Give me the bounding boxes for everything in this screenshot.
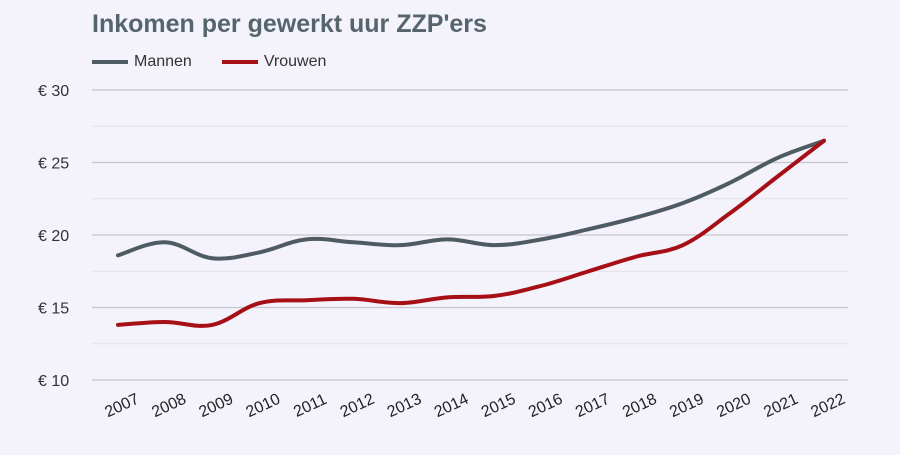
y-tick-label: € 25	[38, 156, 69, 173]
x-tick-label: 2010	[244, 391, 284, 421]
series-line-vrouwen	[116, 138, 826, 328]
y-tick-label: € 10	[38, 373, 69, 390]
legend-swatch-vrouwen	[221, 60, 258, 64]
legend-label-vrouwen: Vrouwen	[263, 53, 327, 70]
series-line-mannen	[116, 138, 826, 261]
x-tick-label: 2014	[432, 391, 472, 421]
legend-item-mannen: Mannen	[92, 53, 192, 71]
x-tick-label: 2016	[526, 391, 566, 421]
x-tick-label: 2011	[291, 391, 329, 421]
x-tick-label: 2007	[102, 391, 142, 421]
x-tick-label: 2012	[338, 391, 378, 421]
x-tick-label: 2013	[385, 391, 425, 421]
y-tick-label: € 15	[38, 301, 69, 318]
x-tick-label: 2017	[573, 391, 613, 421]
x-tick-label: 2020	[714, 391, 754, 421]
x-tick-label: 2008	[149, 391, 189, 421]
x-tick-label: 2009	[197, 391, 237, 421]
x-tick-label: 2018	[620, 391, 660, 421]
y-tick-label: € 30	[38, 83, 69, 100]
x-tick-label: 2021	[761, 391, 801, 421]
legend-swatch-mannen	[92, 60, 128, 64]
y-tick-label: € 20	[38, 228, 69, 245]
legend-label-mannen: Mannen	[134, 53, 192, 70]
x-tick-label: 2015	[479, 391, 519, 421]
x-tick-label: 2022	[808, 391, 848, 421]
x-tick-label: 2019	[667, 391, 707, 421]
chart-title: Inkomen per gewerkt uur ZZP'ers	[92, 10, 487, 38]
legend-item-vrouwen: Vrouwen	[221, 53, 327, 71]
legend: Mannen Vrouwen	[92, 53, 356, 71]
